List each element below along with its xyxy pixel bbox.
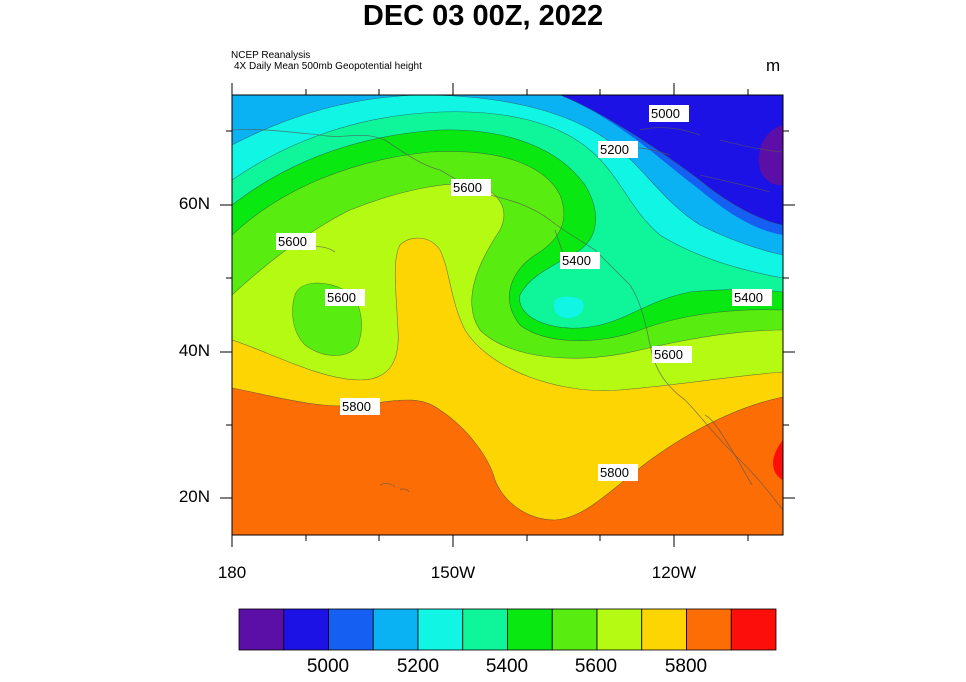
colorbar	[238, 608, 777, 651]
colorbar-swatch	[641, 608, 687, 651]
colorbar-label-5200: 5200	[396, 656, 440, 677]
lon-label-120w: 120W	[651, 563, 697, 582]
units-label: m	[766, 56, 781, 75]
contour-label-5400-trough: 5400	[562, 253, 591, 268]
contour-label-5600-blob: 5600	[327, 290, 356, 305]
colorbar-swatch	[730, 608, 777, 651]
contour-label-5800-south: 5800	[600, 465, 629, 480]
colorbar-swatch	[462, 608, 508, 651]
lon-label-180: 180	[217, 563, 247, 582]
colorbar-swatch	[238, 608, 285, 651]
colorbar-swatch	[596, 608, 643, 651]
map-frame	[231, 94, 784, 536]
colorbar-label-5000: 5000	[306, 656, 350, 677]
contour-label-5600-east: 5600	[654, 347, 683, 362]
colorbar-label-5400: 5400	[485, 656, 529, 677]
colorbar-swatch	[372, 608, 419, 651]
colorbar-swatch	[551, 608, 598, 651]
lat-label-20n: 20N	[178, 487, 210, 506]
lat-label-60n: 60N	[178, 194, 210, 213]
colorbar-swatch	[507, 608, 553, 651]
data-source: NCEP Reanalysis	[231, 50, 311, 61]
colorbar-swatch	[328, 608, 374, 651]
colorbar-label-5800: 5800	[664, 656, 708, 677]
map-title: DEC 03 00Z, 2022	[362, 0, 604, 32]
contour-label-5200: 5200	[600, 142, 629, 157]
height-field: 5000 5200 5600 5600 5600 5400 5400 5600 …	[232, 95, 783, 535]
colorbar-swatch	[283, 608, 329, 651]
contour-label-5600-west: 5600	[278, 234, 307, 249]
axis-ticks	[220, 83, 795, 547]
contour-label-5800-west: 5800	[342, 399, 371, 414]
contour-label-5000: 5000	[651, 106, 680, 121]
contour-label-5400-east: 5400	[734, 290, 763, 305]
lon-label-150w: 150W	[430, 563, 476, 582]
lat-label-40n: 40N	[178, 341, 210, 360]
contour-label-5600-north: 5600	[453, 180, 482, 195]
field-description: 4X Daily Mean 500mb Geopotential height	[234, 61, 422, 72]
colorbar-label-5600: 5600	[574, 656, 618, 677]
colorbar-swatch	[417, 608, 464, 651]
colorbar-swatch	[686, 608, 732, 651]
